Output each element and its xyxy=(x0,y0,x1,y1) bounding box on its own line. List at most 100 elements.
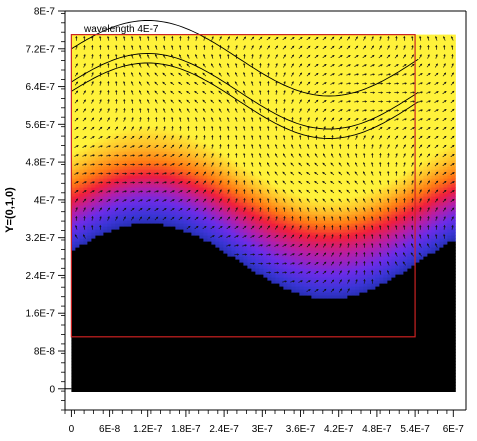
heatmap-cell xyxy=(223,301,228,305)
heatmap-cell xyxy=(135,352,140,356)
heatmap-cell xyxy=(151,145,156,149)
heatmap-cell xyxy=(91,265,96,269)
heatmap-cell xyxy=(183,79,188,83)
heatmap-cell xyxy=(115,49,120,53)
heatmap-cell xyxy=(175,193,180,197)
heatmap-cell xyxy=(95,343,100,347)
heatmap-cell xyxy=(103,304,108,308)
heatmap-cell xyxy=(71,286,76,290)
heatmap-cell xyxy=(195,364,200,368)
heatmap-cell xyxy=(199,163,204,167)
heatmap-cell xyxy=(191,325,196,329)
heatmap-cell xyxy=(87,385,92,389)
heatmap-cell xyxy=(75,130,80,134)
heatmap-cell xyxy=(115,118,120,122)
heatmap-cell xyxy=(219,379,224,383)
heatmap-cell xyxy=(187,343,192,347)
heatmap-cell xyxy=(159,256,164,260)
heatmap-cell xyxy=(123,229,128,233)
heatmap-cell xyxy=(155,76,160,80)
heatmap-cell xyxy=(119,214,124,218)
heatmap-cell xyxy=(99,175,104,179)
heatmap-cell xyxy=(151,112,156,116)
heatmap-cell xyxy=(227,166,232,170)
heatmap-cell xyxy=(183,175,188,179)
heatmap-cell xyxy=(127,286,132,290)
heatmap-cell xyxy=(151,136,156,140)
heatmap-cell xyxy=(191,379,196,383)
heatmap-cell xyxy=(235,304,240,308)
heatmap-cell xyxy=(175,136,180,140)
heatmap-cell xyxy=(119,139,124,143)
heatmap-cell xyxy=(79,313,84,317)
heatmap-cell xyxy=(223,85,228,89)
heatmap-cell xyxy=(183,283,188,287)
heatmap-cell xyxy=(183,76,188,80)
heatmap-cell xyxy=(235,175,240,179)
heatmap-cell xyxy=(87,301,92,305)
heatmap-cell xyxy=(135,205,140,209)
heatmap-cell xyxy=(123,313,128,317)
heatmap-cell xyxy=(187,319,192,323)
heatmap-cell xyxy=(191,193,196,197)
heatmap-cell xyxy=(83,40,88,44)
heatmap-cell xyxy=(159,223,164,227)
heatmap-cell xyxy=(187,244,192,248)
heatmap-cell xyxy=(83,229,88,233)
heatmap-cell xyxy=(155,142,160,146)
heatmap-cell xyxy=(79,220,84,224)
heatmap-cell xyxy=(199,73,204,77)
heatmap-cell xyxy=(103,364,108,368)
heatmap-cell xyxy=(171,388,176,392)
heatmap-cell xyxy=(223,55,228,59)
heatmap-cell xyxy=(155,346,160,350)
heatmap-cell xyxy=(195,352,200,356)
heatmap-cell xyxy=(95,295,100,299)
heatmap-cell xyxy=(75,124,80,128)
heatmap-cell xyxy=(179,340,184,344)
heatmap-cell xyxy=(199,358,204,362)
heatmap-cell xyxy=(195,292,200,296)
heatmap-cell xyxy=(119,133,124,137)
heatmap-cell xyxy=(91,199,96,203)
heatmap-cell xyxy=(187,220,192,224)
heatmap-cell xyxy=(115,40,120,44)
heatmap-cell xyxy=(199,55,204,59)
heatmap-cell xyxy=(107,76,112,80)
heatmap-cell xyxy=(139,304,144,308)
heatmap-cell xyxy=(195,241,200,245)
heatmap-cell xyxy=(115,388,120,392)
heatmap-cell xyxy=(231,124,236,128)
heatmap-cell xyxy=(87,241,92,245)
heatmap-cell xyxy=(107,289,112,293)
heatmap-cell xyxy=(211,187,216,191)
heatmap-cell xyxy=(195,316,200,320)
heatmap-cell xyxy=(227,151,232,155)
heatmap-cell xyxy=(171,199,176,203)
heatmap-cell xyxy=(111,307,116,311)
heatmap-cell xyxy=(167,124,172,128)
heatmap-cell xyxy=(87,190,92,194)
heatmap-cell xyxy=(127,262,132,266)
heatmap-cell xyxy=(115,193,120,197)
heatmap-cell xyxy=(235,262,240,266)
heatmap-cell xyxy=(159,358,164,362)
heatmap-cell xyxy=(171,316,176,320)
heatmap-cell xyxy=(195,70,200,74)
heatmap-cell xyxy=(227,187,232,191)
heatmap-cell xyxy=(103,367,108,371)
heatmap-cell xyxy=(183,376,188,380)
heatmap-cell xyxy=(231,163,236,167)
heatmap-cell xyxy=(235,136,240,140)
heatmap-cell xyxy=(143,40,148,44)
heatmap-cell xyxy=(223,307,228,311)
heatmap-cell xyxy=(219,190,224,194)
heatmap-cell xyxy=(139,253,144,257)
heatmap-cell xyxy=(215,58,220,62)
heatmap-cell xyxy=(111,121,116,125)
heatmap-cell xyxy=(127,352,132,356)
heatmap-cell xyxy=(155,40,160,44)
heatmap-cell xyxy=(207,79,212,83)
heatmap-cell xyxy=(87,154,92,158)
heatmap-cell xyxy=(95,91,100,95)
